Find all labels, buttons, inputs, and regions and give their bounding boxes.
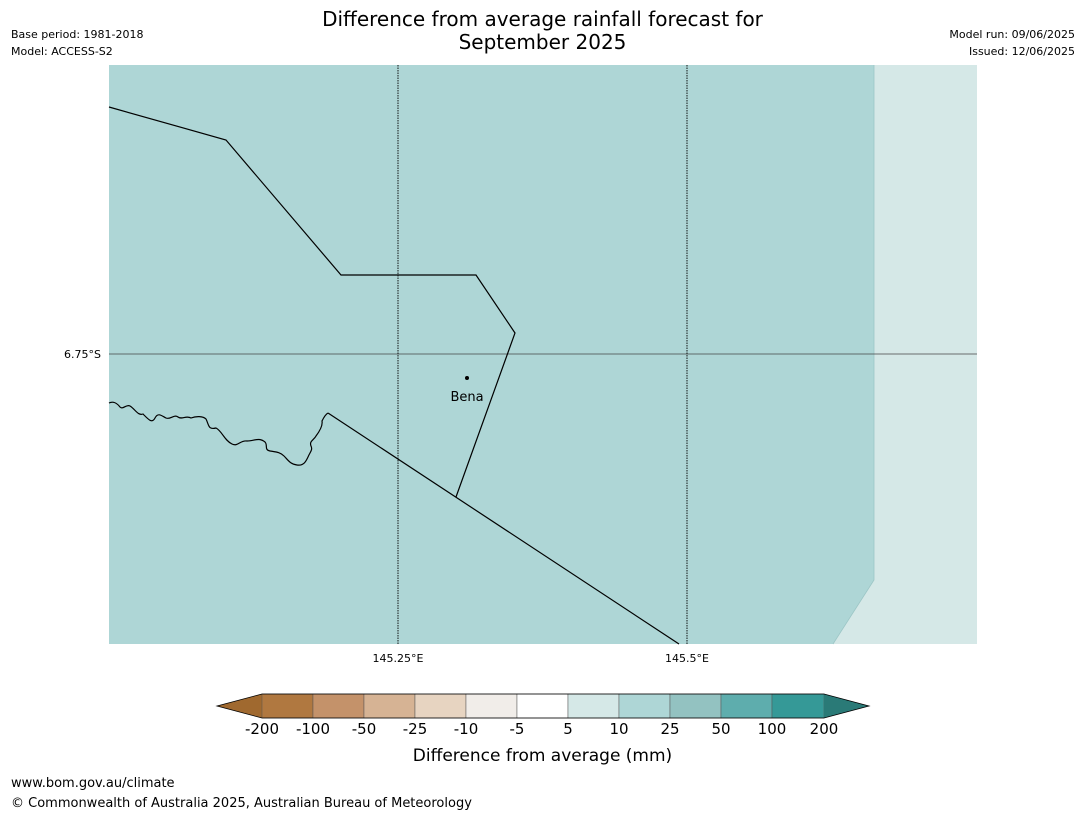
colorbar-segment-9 (669, 693, 722, 719)
colorbar-segment-8 (618, 693, 671, 719)
meta-right: Model run: 09/06/2025 Issued: 12/06/2025 (949, 26, 1075, 60)
place-label: Bena (450, 390, 483, 405)
river-boundary (108, 401, 329, 466)
colorbar-tick-label: 50 (711, 720, 731, 738)
colorbar-tick-label: -5 (509, 720, 525, 738)
colorbar-tick-label: -200 (244, 720, 280, 738)
region-boundary-edge (832, 65, 875, 645)
colorbar-segment-10 (720, 693, 773, 719)
colorbar-tick-label: -10 (453, 720, 479, 738)
colorbar-segment-6 (516, 693, 569, 719)
colorbar-tick-label: 100 (757, 720, 787, 738)
latitude-label: 6.75°S (64, 348, 101, 361)
map-region-east (833, 65, 977, 644)
colorbar-tick-label: -50 (351, 720, 377, 738)
issued-label: Issued: 12/06/2025 (968, 45, 1075, 58)
model-run-label: Model run: 09/06/2025 (949, 28, 1075, 41)
colorbar-tick-label: 25 (660, 720, 680, 738)
meta-left: Base period: 1981-2018 Model: ACCESS-S2 (11, 26, 143, 60)
place-marker (465, 376, 469, 380)
colorbar-segment-4 (414, 693, 467, 719)
colorbar-segment-1 (261, 693, 314, 719)
colorbar-segment-11 (771, 693, 825, 719)
colorbar-tick-label: -100 (295, 720, 331, 738)
province-boundary-north (108, 106, 516, 498)
model-label: Model: ACCESS-S2 (11, 45, 113, 58)
colorbar-arrow-left (217, 694, 262, 718)
legend-title: Difference from average (mm) (412, 746, 673, 766)
colorbar-segment-7 (567, 693, 620, 719)
colorbar-segment-5 (465, 693, 518, 719)
title-line-2: September 2025 (458, 30, 627, 54)
colorbar-segment-2 (312, 693, 365, 719)
colorbar-tick-label: -25 (402, 720, 428, 738)
longitude-label-145-25: 145.25°E (373, 652, 424, 665)
title-line-1: Difference from average rainfall forecas… (322, 7, 763, 31)
longitude-label-145-5: 145.5°E (665, 652, 709, 665)
province-boundary-south (327, 412, 680, 645)
map-region-main (109, 65, 977, 644)
colorbar-outline (215, 693, 871, 719)
colorbar-tick-label: 200 (809, 720, 839, 738)
colorbar-segment-3 (363, 693, 416, 719)
footer-copyright: © Commonwealth of Australia 2025, Austra… (11, 796, 472, 811)
base-period-label: Base period: 1981-2018 (11, 28, 144, 41)
colorbar-arrow-right (824, 694, 869, 718)
footer-url: www.bom.gov.au/climate (11, 776, 175, 791)
colorbar-tick-label: 5 (563, 720, 573, 738)
colorbar-tick-label: 10 (609, 720, 629, 738)
chart-title: Difference from average rainfall forecas… (0, 8, 1085, 54)
